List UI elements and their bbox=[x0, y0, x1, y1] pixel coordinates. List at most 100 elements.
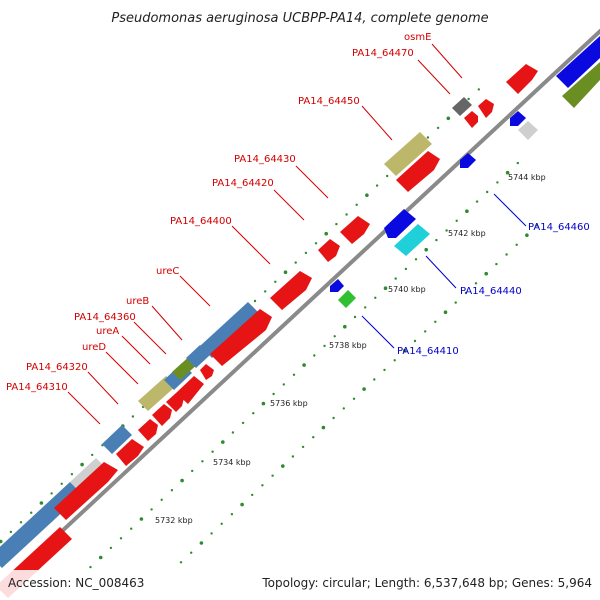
tick-dot bbox=[426, 136, 430, 139]
tick-dot bbox=[89, 565, 92, 569]
tick-dot bbox=[383, 368, 386, 372]
tick-dot bbox=[272, 392, 275, 396]
scale-label: 5744 kbp bbox=[508, 173, 546, 182]
leader-line bbox=[361, 105, 393, 141]
tick-dot bbox=[282, 383, 285, 386]
gene-label: PA14_64430 bbox=[234, 154, 296, 165]
tick-dot bbox=[0, 539, 3, 544]
feature-arrow bbox=[506, 64, 538, 94]
tick-dot bbox=[261, 484, 264, 487]
tick-dot bbox=[281, 464, 285, 468]
scale-label: 5740 kbp bbox=[388, 285, 426, 294]
tick-dot bbox=[324, 231, 329, 236]
tick-dot bbox=[455, 219, 458, 222]
leader-line bbox=[425, 255, 457, 289]
leader-line bbox=[151, 305, 183, 341]
tick-dot bbox=[302, 363, 306, 367]
tick-dot bbox=[251, 493, 254, 497]
tick-dot bbox=[139, 517, 144, 521]
tick-dot bbox=[210, 532, 213, 535]
label-leaders bbox=[67, 43, 527, 425]
mid-tick-row bbox=[89, 161, 519, 569]
leader-line bbox=[87, 371, 119, 405]
genome-title: Pseudomonas aeruginosa UCBPP-PA14, compl… bbox=[111, 11, 488, 26]
tick-dot bbox=[241, 421, 245, 425]
feature-arrow bbox=[210, 309, 272, 366]
leader-line bbox=[231, 225, 271, 265]
tick-dot bbox=[335, 222, 338, 226]
tick-dot bbox=[342, 407, 345, 410]
feature-arrow bbox=[176, 376, 204, 404]
tick-dot bbox=[264, 290, 267, 293]
tick-dot bbox=[467, 97, 470, 101]
feature-arrow bbox=[116, 439, 144, 466]
feature-block bbox=[138, 376, 176, 411]
feature-block bbox=[186, 345, 210, 368]
feature-block bbox=[452, 97, 472, 116]
tick-dot bbox=[465, 209, 469, 213]
tick-dot bbox=[535, 224, 539, 227]
tick-dot bbox=[424, 247, 429, 252]
tick-dot bbox=[362, 387, 366, 391]
tick-dot bbox=[374, 296, 377, 299]
tick-dot bbox=[515, 243, 518, 246]
tick-dot bbox=[403, 348, 407, 353]
tick-dot bbox=[345, 213, 348, 216]
reverse-labels: PA14_64410 PA14_64440 PA14_64460 bbox=[397, 222, 590, 357]
tick-dot bbox=[525, 233, 529, 237]
tick-dot bbox=[424, 330, 427, 333]
summary-text: Topology: circular; Length: 6,537,648 bp… bbox=[261, 576, 592, 590]
gene-label: ureB bbox=[126, 296, 149, 307]
tick-dot bbox=[50, 492, 53, 495]
leader-line bbox=[361, 315, 395, 349]
tick-dot bbox=[294, 261, 297, 264]
tick-dot bbox=[98, 555, 103, 560]
tick-dot bbox=[292, 373, 296, 376]
tick-dot bbox=[474, 282, 478, 285]
tick-dot bbox=[321, 425, 326, 430]
tick-dot bbox=[253, 299, 257, 303]
leader-line bbox=[67, 391, 101, 425]
forward-labels: PA14_64310 PA14_64320 ureD ureA PA14_643… bbox=[6, 32, 431, 393]
scale-label: 5736 kbp bbox=[270, 399, 308, 408]
gene-label: PA14_64470 bbox=[352, 48, 414, 59]
tick-dot bbox=[60, 482, 63, 485]
tick-dot bbox=[413, 339, 417, 343]
tick-dot bbox=[332, 416, 335, 420]
tick-dot bbox=[91, 453, 94, 457]
feature-arrow bbox=[200, 364, 214, 380]
feature-arrow bbox=[396, 151, 440, 192]
tick-dot bbox=[312, 436, 315, 439]
leader-line bbox=[417, 59, 451, 95]
accession-text: Accession: NC_008463 bbox=[8, 576, 144, 590]
tick-dot bbox=[435, 238, 438, 242]
feature-block bbox=[556, 36, 600, 88]
tick-dot bbox=[130, 527, 133, 530]
feature-block bbox=[200, 302, 260, 358]
gene-label: PA14_64460 bbox=[528, 222, 590, 233]
tick-dot bbox=[355, 203, 358, 206]
tick-dot bbox=[170, 489, 174, 492]
feature-arrow bbox=[270, 271, 312, 310]
tick-dot bbox=[180, 478, 184, 483]
gene-label: PA14_64450 bbox=[298, 96, 360, 107]
tick-dot bbox=[414, 258, 418, 261]
leader-line bbox=[121, 335, 151, 365]
scale-label: 5734 kbp bbox=[213, 458, 251, 467]
tick-dot bbox=[201, 460, 204, 463]
feature-block bbox=[518, 121, 538, 140]
tick-dot bbox=[486, 190, 489, 194]
tick-dot bbox=[39, 501, 44, 505]
tick-dot bbox=[333, 335, 336, 338]
tick-dot bbox=[394, 277, 397, 280]
tick-dot bbox=[495, 262, 498, 266]
inner-tick-row bbox=[179, 224, 539, 564]
gene-label: PA14_64310 bbox=[6, 382, 68, 393]
tick-dot bbox=[231, 431, 235, 434]
tick-dot bbox=[484, 271, 489, 276]
scale-label: 5742 kbp bbox=[448, 229, 486, 238]
tick-dot bbox=[283, 270, 288, 275]
tick-dot bbox=[454, 301, 457, 304]
feature-arrow bbox=[330, 279, 344, 292]
leader-line bbox=[105, 351, 139, 385]
